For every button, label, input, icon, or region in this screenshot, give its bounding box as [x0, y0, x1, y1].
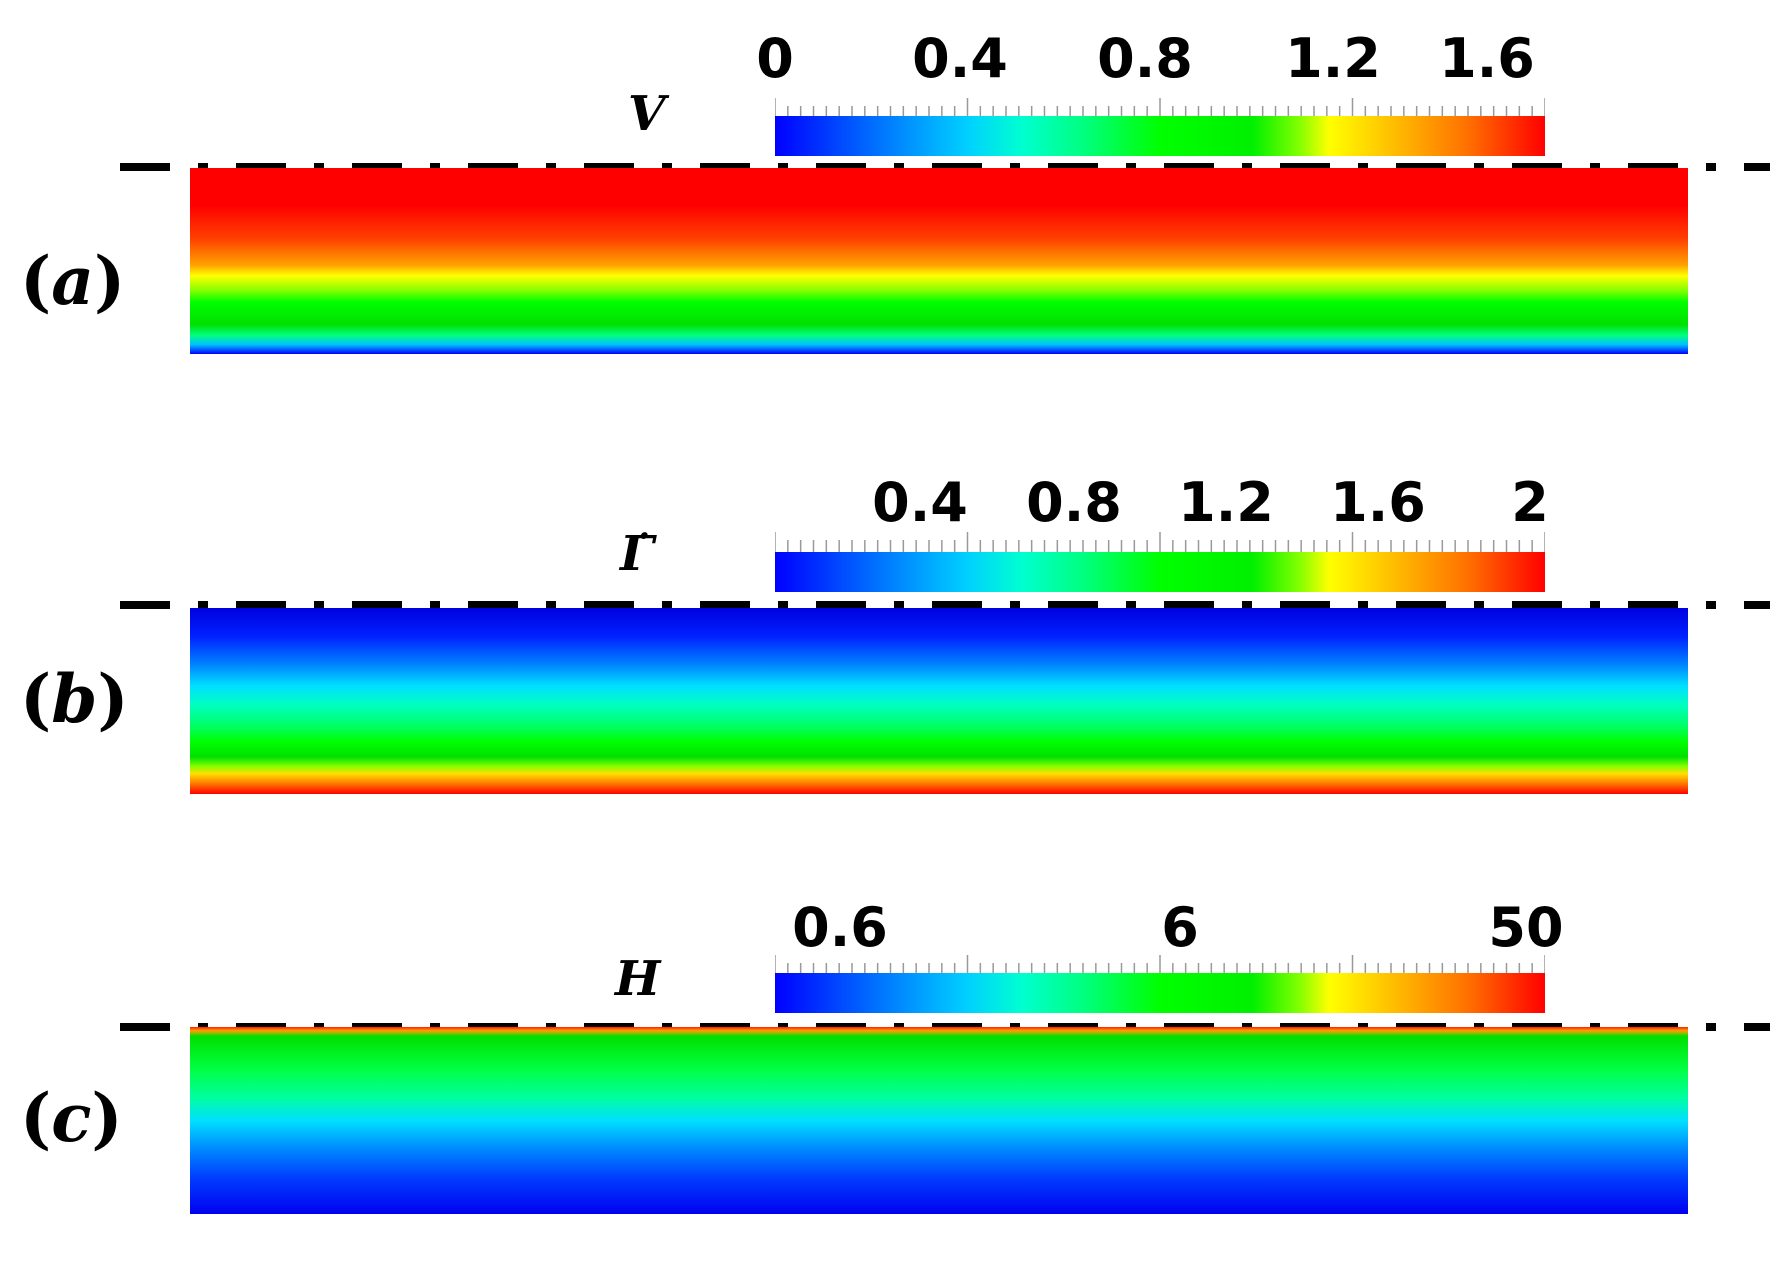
colorbar-a-tick-4: 1.6 — [1439, 27, 1535, 90]
colorbar-c-tick-0: 0.6 — [792, 896, 888, 959]
panel-label-a: (a) — [20, 242, 126, 320]
variable-label-v: V — [628, 86, 666, 142]
colorbar-b-tick-4: 2 — [1511, 471, 1549, 534]
centerline-a — [120, 163, 1770, 171]
variable-label-gamma-dot: Γ̇ — [620, 526, 655, 582]
colorbar-a — [775, 116, 1545, 156]
variable-label-h: H — [615, 951, 661, 1007]
contour-field-c — [190, 1027, 1688, 1214]
colorbar-a-tick-1: 0.4 — [912, 27, 1008, 90]
colorbar-a-tick-3: 1.2 — [1285, 27, 1381, 90]
panel-label-b: (b) — [20, 660, 129, 738]
colorbar-c — [775, 973, 1545, 1013]
panel-label-c: (c) — [20, 1079, 123, 1157]
colorbar-b-tick-2: 1.2 — [1178, 471, 1274, 534]
colorbar-b-tick-0: 0.4 — [872, 471, 968, 534]
contour-field-a — [190, 168, 1688, 354]
centerline-b — [120, 601, 1770, 609]
colorbar-c-tick-1: 6 — [1161, 896, 1199, 959]
colorbar-a-tick-0: 0 — [756, 27, 794, 90]
panel-b: 0.4 0.8 1.2 1.6 2 Γ̇ (b) — [0, 440, 1784, 840]
colorbar-b-tick-1: 0.8 — [1026, 471, 1122, 534]
colorbar-b-tickmarks — [775, 532, 1545, 554]
colorbar-b — [775, 552, 1545, 592]
colorbar-c-tick-2: 50 — [1488, 896, 1564, 959]
panel-c: 0.6 6 50 H (c) — [0, 863, 1784, 1263]
contour-field-b — [190, 608, 1688, 794]
colorbar-b-tick-3: 1.6 — [1330, 471, 1426, 534]
panel-a: 0 0.4 0.8 1.2 1.6 V (a) — [0, 0, 1784, 400]
colorbar-a-tick-2: 0.8 — [1097, 27, 1193, 90]
